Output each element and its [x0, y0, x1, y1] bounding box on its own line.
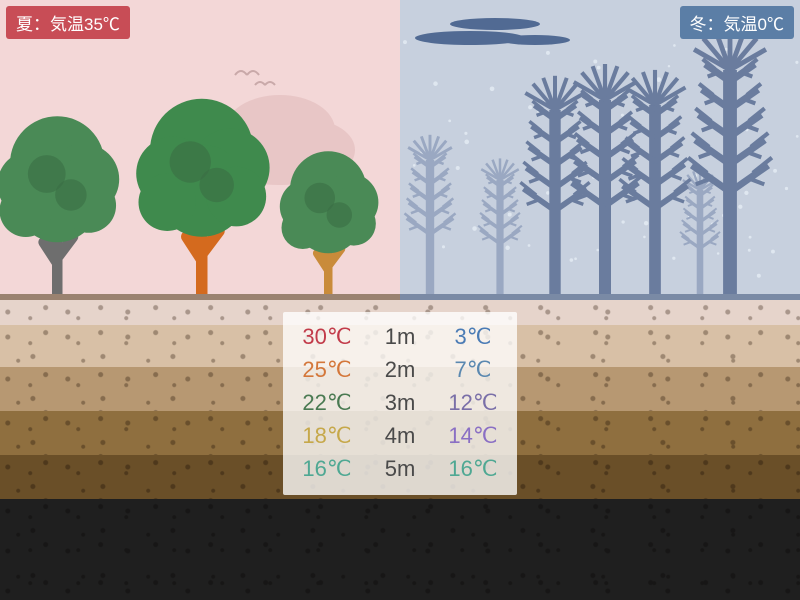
summer-scene-svg — [0, 0, 400, 300]
soil-layer-6 — [0, 499, 800, 600]
summer-temp-cell: 16℃ — [297, 452, 357, 485]
winter-temp-cell: 7℃ — [443, 353, 503, 386]
table-row: 30℃ 1m 3℃ — [297, 320, 503, 353]
summer-temp-cell: 18℃ — [297, 419, 357, 452]
winter-clouds-icon — [415, 18, 570, 45]
birds-icon — [235, 71, 275, 85]
summer-temp-label: 夏：気温35℃ — [16, 15, 120, 34]
winter-sky — [400, 0, 800, 300]
table-row: 18℃ 4m 14℃ — [297, 419, 503, 452]
summer-temp-cell: 25℃ — [297, 353, 357, 386]
summer-sky — [0, 0, 400, 300]
diagram-canvas: 夏：気温35℃ 冬：気温0℃ 30℃1m3℃25℃2m7℃22℃3m12℃18℃… — [0, 0, 800, 600]
table-row: 25℃ 2m 7℃ — [297, 353, 503, 386]
depth-cell: 1m — [370, 320, 430, 353]
winter-tree — [478, 158, 522, 300]
winter-temp-cell: 12℃ — [443, 386, 503, 419]
winter-temp-cell: 3℃ — [443, 320, 503, 353]
summer-temp-cell: 30℃ — [297, 320, 357, 353]
underground-temp-table: 30℃1m3℃25℃2m7℃22℃3m12℃18℃4m14℃16℃5m16℃ — [283, 312, 517, 495]
summer-temp-badge: 夏：気温35℃ — [6, 6, 130, 39]
depth-cell: 4m — [370, 419, 430, 452]
depth-cell: 2m — [370, 353, 430, 386]
winter-tree — [404, 135, 455, 300]
summer-tree — [0, 116, 119, 300]
winter-temp-label: 冬：気温0℃ — [690, 15, 784, 34]
depth-cell: 5m — [370, 452, 430, 485]
table-row: 22℃ 3m 12℃ — [297, 386, 503, 419]
summer-tree — [280, 151, 379, 300]
table-row: 16℃ 5m 16℃ — [297, 452, 503, 485]
winter-temp-badge: 冬：気温0℃ — [680, 6, 794, 39]
winter-temp-cell: 16℃ — [443, 452, 503, 485]
winter-scene-svg — [400, 0, 800, 300]
summer-temp-cell: 22℃ — [297, 386, 357, 419]
depth-cell: 3m — [370, 386, 430, 419]
winter-temp-cell: 14℃ — [443, 419, 503, 452]
